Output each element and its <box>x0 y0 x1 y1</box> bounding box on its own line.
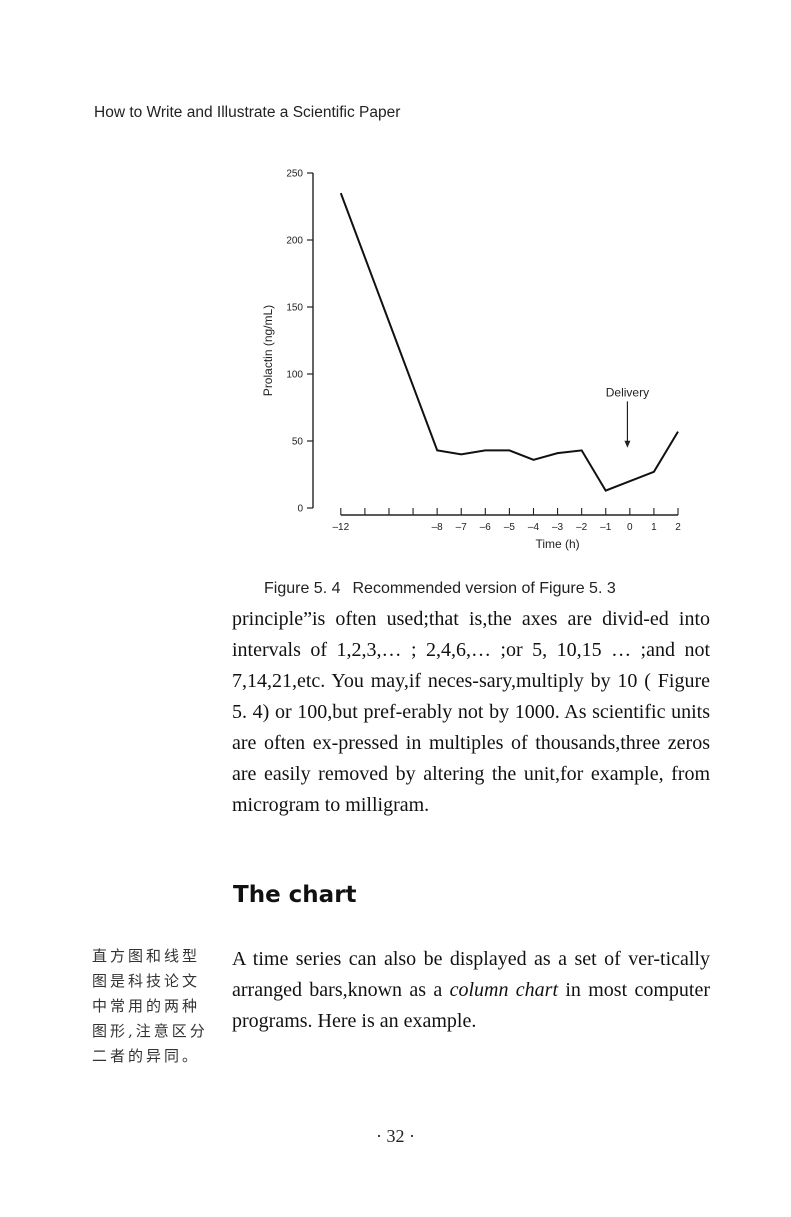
x-tick-label: –12 <box>332 522 349 533</box>
paragraph2-italic-term: column chart <box>449 979 559 1001</box>
y-tick-label: 100 <box>286 370 303 381</box>
figure-caption: Figure 5. 4 Recommended version of Figure… <box>264 580 616 598</box>
paragraph2-after: in most computer programs. Here is an ex… <box>232 979 711 1032</box>
x-tick-label: –4 <box>528 522 540 533</box>
body-paragraph-2: A time series can also be displayed as a… <box>232 944 710 1037</box>
delivery-annotation-label: Delivery <box>606 385 649 399</box>
x-tick-label: –2 <box>576 522 588 533</box>
paragraph-text-2: A time series can also be displayed as a… <box>232 944 710 1037</box>
running-head: How to Write and Illustrate a Scientific… <box>94 104 401 121</box>
figure-caption-text: Recommended version of Figure 5. 3 <box>352 580 616 597</box>
paragraph2-before: A time series can also be displayed as a… <box>232 948 710 1001</box>
section-heading: The chart <box>233 882 357 908</box>
x-tick-label: 0 <box>627 522 633 533</box>
margin-note: 直方图和线型图是科技论文中常用的两种图形,注意区分二者的异同。 <box>92 947 208 1065</box>
y-tick-label: 150 <box>286 303 303 314</box>
y-axis-title: Prolactin (ng/mL) <box>261 305 275 396</box>
prolactin-line-chart: 0 50 100 150 200 250 Prolactin (ng/mL) –12 –8 –7–… <box>250 150 700 560</box>
y-tick-label: 250 <box>286 169 303 180</box>
x-tick-label: 1 <box>651 522 657 533</box>
figure-caption-label: Figure 5. 4 <box>264 580 341 597</box>
y-tick-label: 200 <box>286 236 303 247</box>
delivery-arrow-head <box>624 440 631 448</box>
x-axis-title: Time (h) <box>535 537 579 551</box>
x-tick-label: –5 <box>504 522 516 533</box>
x-tick-label: –1 <box>600 522 612 533</box>
series-line <box>339 192 679 492</box>
body-paragraph-1: principle”is often used;that is,the axes… <box>232 604 710 821</box>
y-tick-label: 50 <box>292 437 304 448</box>
x-tick-label: –7 <box>456 522 468 533</box>
y-tick-label: 0 <box>297 504 303 515</box>
x-tick-label: 2 <box>675 522 681 533</box>
x-tick-label: –6 <box>480 522 492 533</box>
paragraph-text: principle”is often used;that is,the axes… <box>232 608 710 816</box>
x-tick-label: –8 <box>432 522 444 533</box>
page-number: · 32 · <box>376 1126 415 1146</box>
x-tick-label: –3 <box>552 522 564 533</box>
